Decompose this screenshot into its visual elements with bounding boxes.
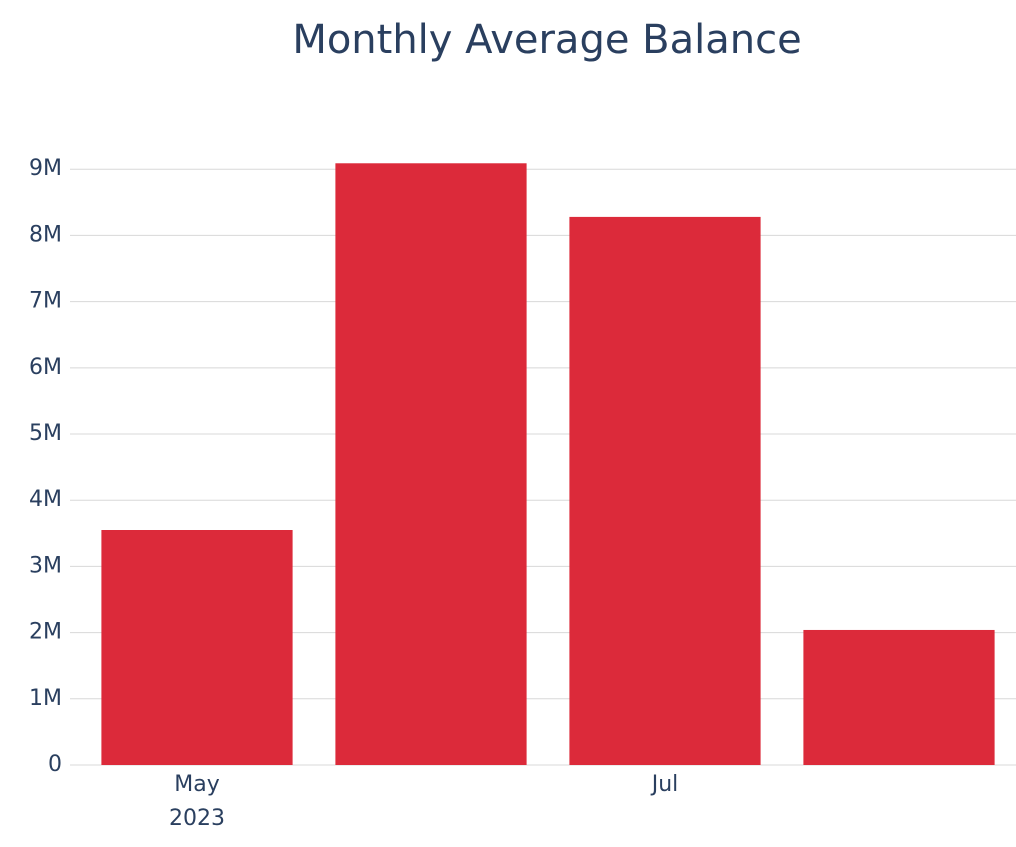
y-tick-label: 1M (29, 686, 62, 711)
x-tick-label: Jul (651, 772, 679, 797)
y-tick-label: 8M (29, 222, 62, 247)
y-tick-label: 7M (29, 289, 62, 314)
bar (569, 216, 761, 765)
chart-title: Monthly Average Balance (292, 17, 801, 63)
y-tick-label: 3M (29, 553, 62, 578)
y-tick-label: 5M (29, 421, 62, 446)
y-tick-label: 2M (29, 620, 62, 645)
bar (803, 629, 995, 765)
x-tick-label: May 2023 (169, 772, 225, 831)
y-tick-label: 6M (29, 355, 62, 380)
bar (101, 530, 293, 765)
bar (335, 163, 527, 766)
y-tick-label: 9M (29, 156, 62, 181)
y-tick-label: 0 (48, 752, 62, 777)
y-tick-label: 4M (29, 487, 62, 512)
